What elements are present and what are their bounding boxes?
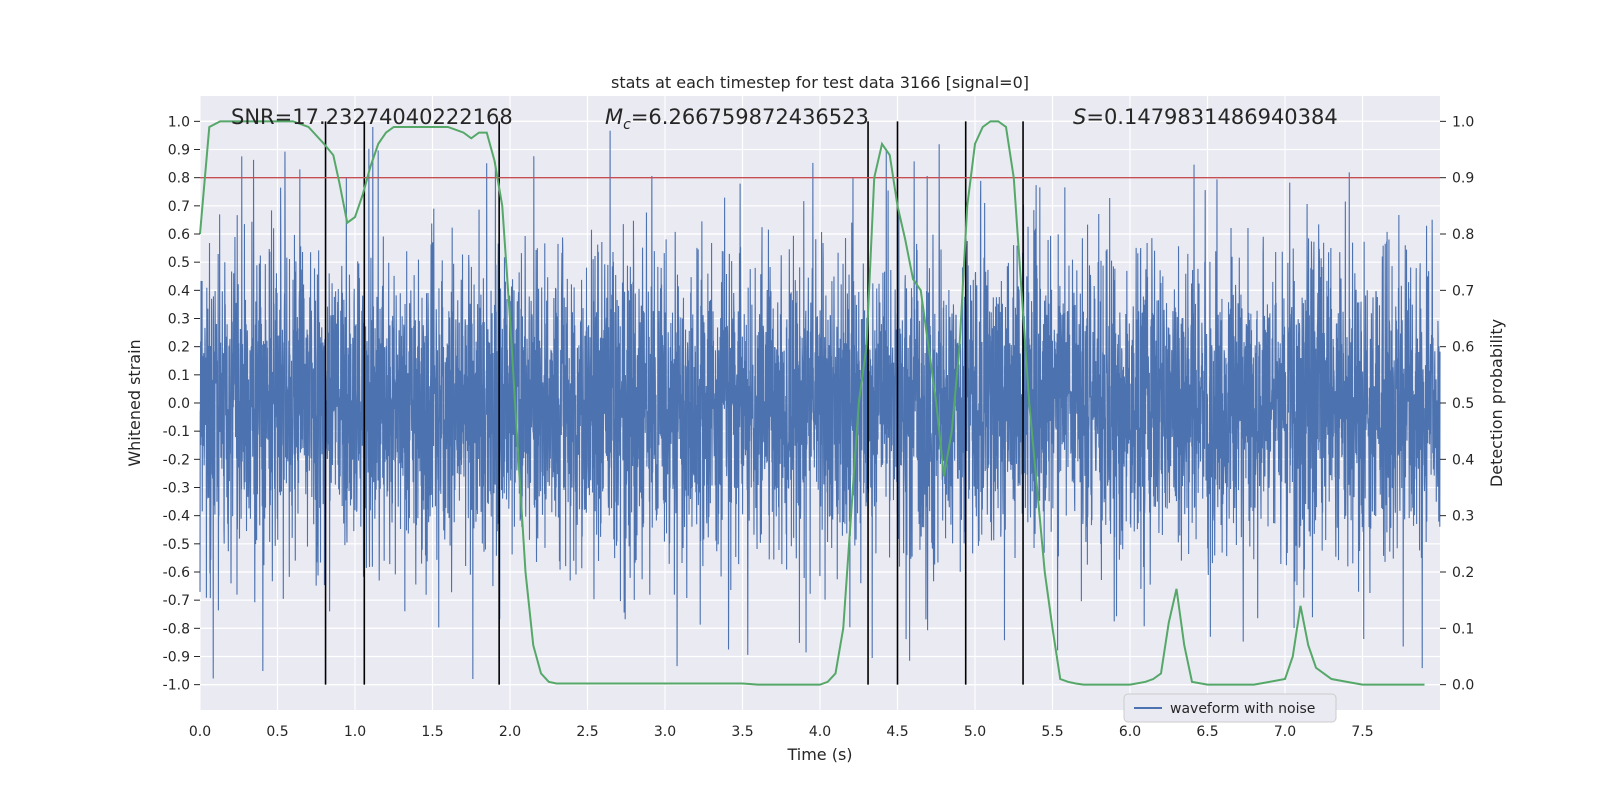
y-tick-label-left: 0.1 <box>168 368 190 384</box>
probability-series <box>199 120 1425 686</box>
snr-annotation: SNR=17.23274040222168 <box>231 105 513 129</box>
strain-series <box>199 126 1441 680</box>
y-tick-label-left: 0.0 <box>168 396 190 412</box>
x-tick-label: 1.0 <box>344 724 366 740</box>
y-tick-label-left: -0.8 <box>163 621 190 637</box>
y-tick-label-left: -0.3 <box>163 480 190 496</box>
legend-box <box>1123 693 1337 723</box>
y-tick-label-left: 1.0 <box>168 114 190 130</box>
strain-line <box>199 126 1441 680</box>
y-tick-label-left: -0.2 <box>163 452 190 468</box>
x-ticks: 0.0 0.5 1.0 1.5 2.0 2.5 3.0 3.5 4.0 4.5 5.0 5.5 6.0 6… <box>189 724 1374 740</box>
y-tick-label-right: 0.0 <box>1452 678 1474 694</box>
x-tick-label: 7.5 <box>1351 724 1373 740</box>
y-tick-label-left: -0.6 <box>163 565 190 581</box>
x-tick-label: 4.5 <box>886 724 908 740</box>
x-tick-label: 5.5 <box>1041 724 1063 740</box>
legend-label: waveform with noise <box>1170 701 1315 717</box>
y-tick-label-right: 0.4 <box>1452 452 1474 468</box>
x-tick-label: 2.0 <box>499 724 521 740</box>
x-axis-label: Time (s) <box>786 745 852 764</box>
x-tick-label: 6.5 <box>1196 724 1218 740</box>
x-tick-label: 5.0 <box>964 724 986 740</box>
x-tick-label: 3.0 <box>654 724 676 740</box>
y-tick-label-right: 0.5 <box>1452 396 1474 412</box>
y-ticks-right: 0.0 0.1 0.2 0.3 0.4 0.5 0.6 0.7 0.8 0.9 1.0 <box>1440 114 1474 694</box>
y-tick-label-left: 0.7 <box>168 199 190 215</box>
y-tick-label-left: 0.8 <box>168 171 190 187</box>
y-tick-label-left: -0.9 <box>163 649 190 665</box>
y-ticks-left: -1.0 -0.9 -0.8 -0.7 -0.6 -0.5 -0.4 -0.3 -0.2 -0.1… <box>163 114 200 694</box>
probability-line <box>199 120 1425 686</box>
y-tick-label-left: -0.7 <box>163 593 190 609</box>
chirp-mass-symbol: M <box>605 105 623 129</box>
y-tick-label-left: 0.2 <box>168 340 190 356</box>
y-tick-label-right: 1.0 <box>1452 114 1474 130</box>
x-tick-label: 0.0 <box>189 724 211 740</box>
x-tick-label: 6.0 <box>1119 724 1141 740</box>
y-tick-label-left: 0.6 <box>168 227 190 243</box>
x-tick-label: 0.5 <box>266 724 288 740</box>
event-lines <box>324 121 1024 685</box>
y-tick-label-left: 0.9 <box>168 143 190 159</box>
s-value: =0.1479831486940384 <box>1086 105 1337 129</box>
y-tick-label-left: -0.1 <box>163 424 190 440</box>
x-tick-label: 7.0 <box>1274 724 1296 740</box>
x-tick-label: 4.0 <box>809 724 831 740</box>
x-tick-label: 2.5 <box>576 724 598 740</box>
y-tick-label-right: 0.1 <box>1452 621 1474 637</box>
y-tick-label-right: 0.7 <box>1452 283 1474 299</box>
y-tick-label-right: 0.2 <box>1452 565 1474 581</box>
y-tick-label-right: 0.9 <box>1452 171 1474 187</box>
y-axis-label-right: Detection probability <box>1487 319 1506 487</box>
y-tick-label-left: -1.0 <box>163 678 190 694</box>
s-symbol: S <box>1073 105 1086 129</box>
x-tick-label: 3.5 <box>731 724 753 740</box>
y-tick-label-left: 0.4 <box>168 283 190 299</box>
legend: waveform with noise <box>1123 693 1337 723</box>
chirp-mass-value: =6.266759872436523 <box>631 105 869 129</box>
y-tick-label-left: -0.4 <box>163 509 190 525</box>
y-tick-label-left: 0.3 <box>168 312 190 328</box>
y-tick-label-right: 0.3 <box>1452 509 1474 525</box>
y-tick-label-right: 0.6 <box>1452 340 1474 356</box>
x-tick-label: 1.5 <box>421 724 443 740</box>
y-tick-label-right: 0.8 <box>1452 227 1474 243</box>
y-axis-label-left: Whitened strain <box>125 339 144 466</box>
s-annotation: S=0.1479831486940384 <box>1073 105 1338 129</box>
y-tick-label-left: -0.5 <box>163 537 190 553</box>
chirp-mass-annotation: Mc=6.266759872436523 <box>605 105 869 133</box>
chart-title: stats at each timestep for test data 316… <box>611 73 1029 92</box>
y-tick-label-left: 0.5 <box>168 255 190 271</box>
chirp-mass-subscript: c <box>623 117 631 133</box>
